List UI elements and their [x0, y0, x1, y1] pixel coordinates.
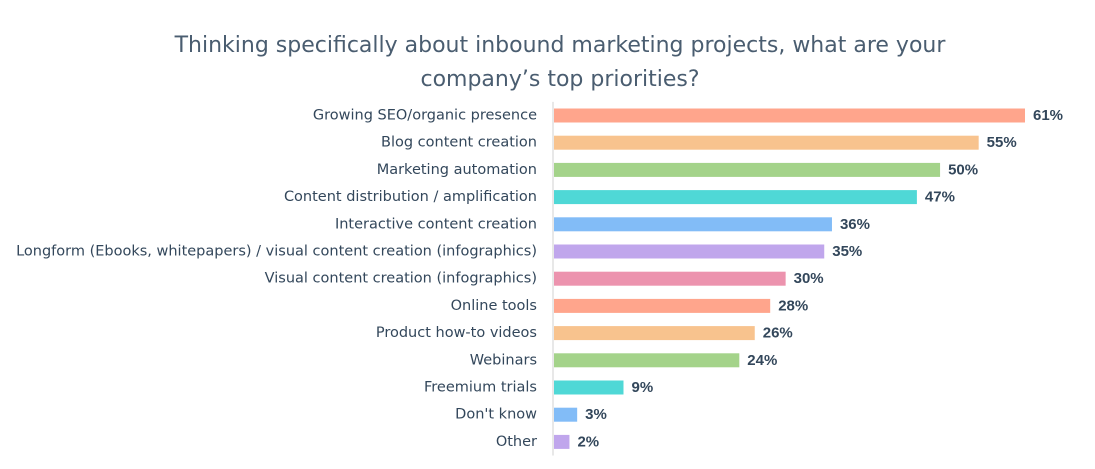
- bar: [554, 380, 624, 395]
- bar: [554, 353, 740, 368]
- bar: [554, 108, 1025, 123]
- value-label: 24%: [747, 352, 777, 369]
- category-label: Interactive content creation: [335, 216, 537, 232]
- category-label: Longform (Ebooks, whitepapers) / visual …: [16, 244, 537, 260]
- bar: [554, 217, 832, 232]
- category-label: Don't know: [455, 407, 537, 423]
- category-label: Marketing automation: [377, 162, 537, 178]
- value-label: 55%: [987, 134, 1017, 151]
- value-label: 26%: [763, 325, 793, 342]
- bar: [554, 407, 578, 422]
- value-label: 50%: [948, 161, 978, 178]
- bar: [554, 271, 786, 286]
- chart-title-line-1: Thinking specifically about inbound mark…: [174, 32, 946, 58]
- category-label: Visual content creation (infographics): [265, 271, 537, 287]
- category-label: Other: [496, 434, 537, 450]
- category-label: Growing SEO/organic presence: [313, 108, 537, 124]
- bar: [554, 434, 570, 449]
- bar: [554, 190, 917, 205]
- bar: [554, 298, 771, 313]
- value-label: 30%: [794, 270, 824, 287]
- category-label: Product how-to videos: [376, 325, 537, 341]
- category-label: Content distribution / amplification: [284, 189, 537, 205]
- category-label: Freemium trials: [424, 380, 537, 396]
- bar: [554, 326, 755, 341]
- category-label: Online tools: [451, 298, 537, 314]
- category-label: Blog content creation: [381, 135, 537, 151]
- bars-layer: Growing SEO/organic presence 61% Blog cont…: [16, 107, 1063, 450]
- category-label: Webinars: [470, 352, 537, 368]
- bar: [554, 244, 825, 259]
- value-label: 35%: [832, 243, 862, 260]
- chart-title-line-2: company’s top priorities?: [420, 66, 700, 92]
- value-label: 28%: [778, 297, 808, 314]
- value-label: 2%: [577, 433, 599, 450]
- value-label: 47%: [925, 189, 955, 206]
- value-label: 3%: [585, 406, 607, 423]
- value-label: 36%: [840, 216, 870, 233]
- chart-title: Thinking specifically about inbound mark…: [0, 29, 1095, 97]
- bar: [554, 135, 979, 150]
- bar: [554, 162, 941, 177]
- value-label: 9%: [631, 379, 653, 396]
- value-label: 61%: [1033, 107, 1063, 124]
